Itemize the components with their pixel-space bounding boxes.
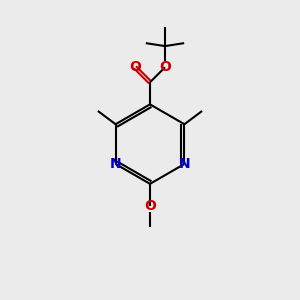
Text: O: O (129, 60, 141, 74)
Text: N: N (178, 157, 190, 171)
Text: O: O (159, 60, 171, 74)
Text: O: O (144, 199, 156, 213)
Text: N: N (110, 157, 122, 171)
